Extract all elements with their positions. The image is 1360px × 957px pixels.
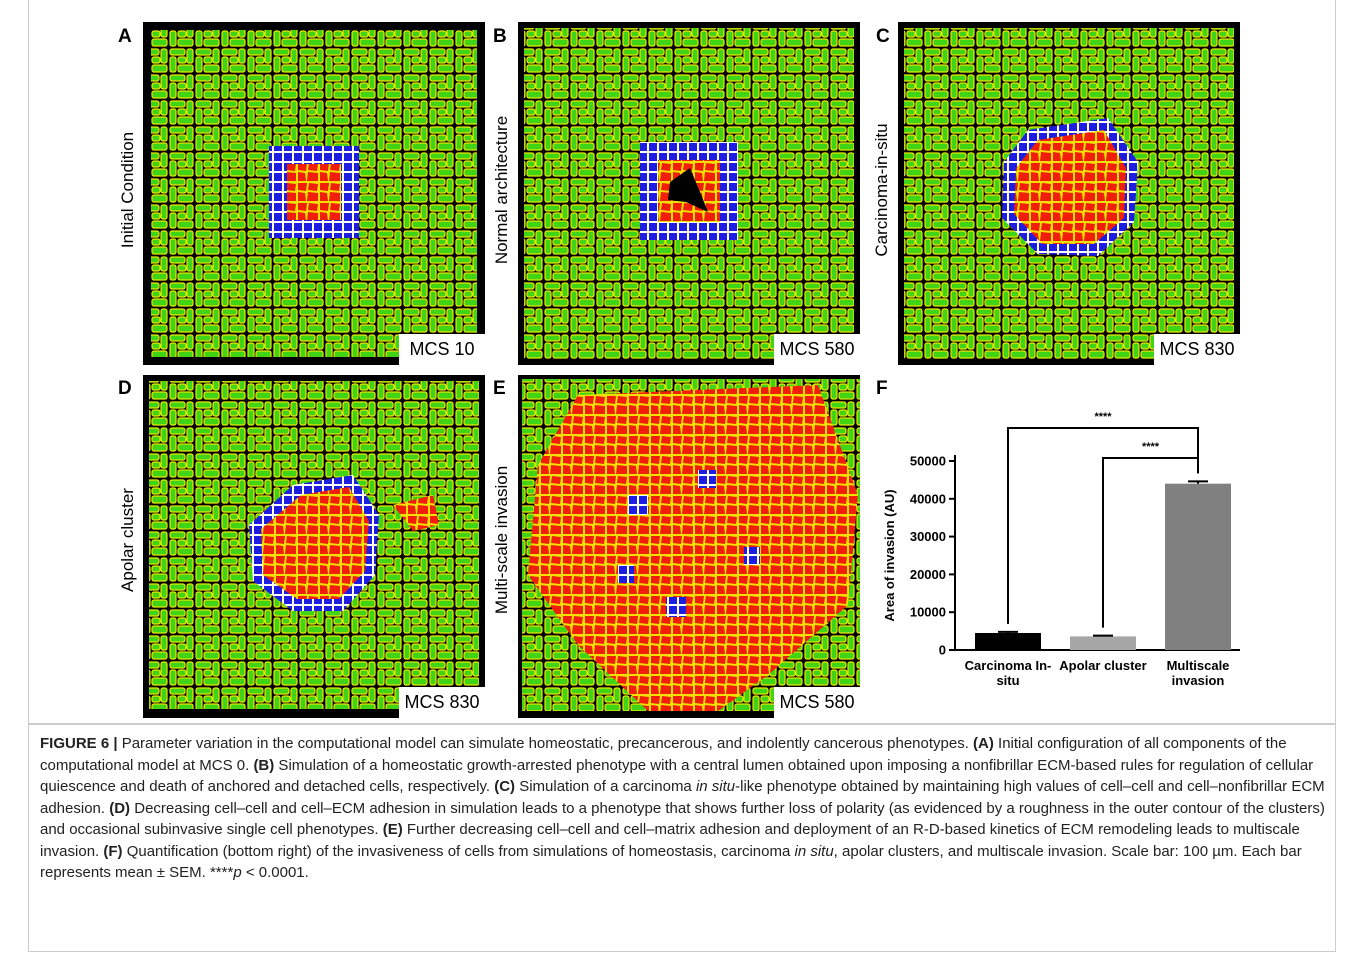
bar	[975, 633, 1041, 650]
y-tick-label: 10000	[910, 605, 946, 620]
simulation-image: MCS 10	[143, 22, 485, 365]
caption-text: (C)	[494, 778, 515, 795]
y-tick-label: 50000	[910, 454, 946, 469]
caption-text: FIGURE 6 |	[40, 735, 118, 752]
caption-text: Simulation of a carcinoma	[515, 778, 696, 795]
x-tick-label: Apolar cluster	[1053, 658, 1153, 673]
mcs-label: MCS 830	[399, 687, 485, 718]
simulation-image: MCS 580	[518, 375, 860, 718]
caption-text: p	[233, 864, 241, 881]
simulation-image: MCS 830	[898, 22, 1240, 365]
caption-text: (F)	[103, 843, 122, 860]
caption-text: (D)	[109, 800, 130, 817]
y-axis-label: Area of invasion (AU)	[882, 489, 897, 621]
panel-label: Initial Condition	[118, 40, 138, 340]
mcs-label: MCS 580	[774, 334, 860, 365]
figure-page: A Initial Condition MCS 10 B Normal arch…	[0, 0, 1360, 957]
panel-label: Normal architecture	[492, 40, 512, 340]
caption: FIGURE 6 | Parameter variation in the co…	[40, 733, 1330, 884]
simulation-drawing	[518, 375, 864, 715]
x-tick-label: Carcinoma In-situ	[958, 658, 1058, 688]
caption-text: (E)	[383, 821, 403, 838]
x-tick-label: Multiscale invasion	[1148, 658, 1248, 688]
significance-label: ****	[1142, 441, 1160, 453]
panel-label: Carcinoma-in-situ	[872, 40, 892, 340]
y-tick-label: 20000	[910, 567, 946, 582]
simulation-image: MCS 580	[518, 22, 860, 365]
bar	[1165, 484, 1231, 650]
panel-label: Multi-scale invasion	[492, 390, 512, 690]
caption-text: (B)	[253, 757, 274, 774]
caption-text: Quantification (bottom right) of the inv…	[123, 843, 795, 860]
y-tick-label: 30000	[910, 529, 946, 544]
mcs-label: MCS 580	[774, 687, 860, 718]
y-tick-label: 40000	[910, 491, 946, 506]
caption-text: in situ	[696, 778, 735, 795]
bar	[1070, 636, 1136, 650]
caption-text: in situ	[794, 843, 833, 860]
simulation-drawing	[143, 375, 485, 715]
simulation-image: MCS 830	[143, 375, 485, 718]
bar-chart: 0 10000 20000 30000 40000 50000 Area of invasi…	[880, 380, 1250, 700]
significance-label: ****	[1094, 411, 1112, 423]
caption-text: (A)	[973, 735, 994, 752]
caption-text: < 0.0001.	[242, 864, 309, 881]
simulation-drawing	[518, 22, 860, 365]
simulation-drawing	[143, 22, 485, 365]
y-tick-label: 0	[939, 643, 946, 658]
mcs-label: MCS 830	[1154, 334, 1240, 365]
simulation-drawing	[898, 22, 1240, 365]
panel-label: Apolar cluster	[118, 390, 138, 690]
caption-text: Parameter variation in the computational…	[118, 735, 973, 752]
mcs-label: MCS 10	[399, 334, 485, 365]
